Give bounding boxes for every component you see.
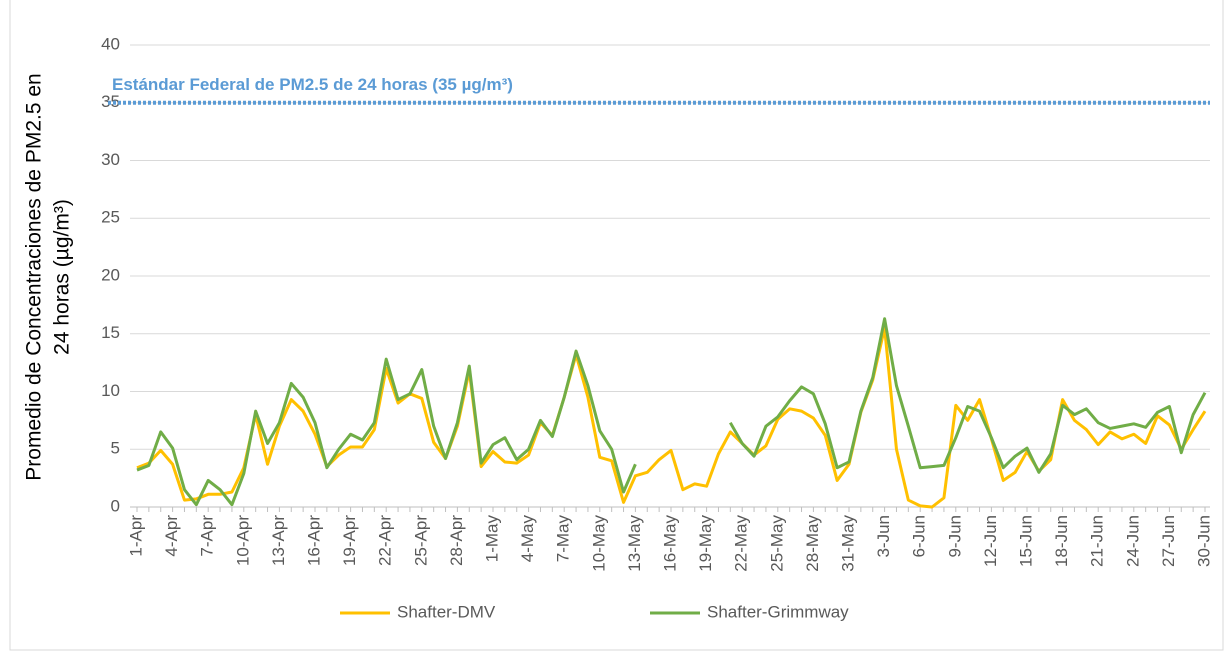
x-tick-label: 19-May — [696, 515, 715, 572]
x-tick-label: 30-Jun — [1194, 515, 1213, 567]
chart-frame — [9, 0, 1224, 651]
y-tick-label: 25 — [101, 208, 120, 227]
x-tick-label: 10-May — [589, 515, 608, 572]
x-tick-label: 15-Jun — [1016, 515, 1035, 567]
x-tick-label: 1-Apr — [126, 515, 145, 557]
x-tick-label: 25-May — [767, 515, 786, 572]
y-tick-label: 15 — [101, 323, 120, 342]
x-tick-label-group: 13-May — [625, 515, 644, 572]
x-tick-label-group: 10-May — [589, 515, 608, 572]
y-tick-label: 40 — [101, 34, 120, 53]
x-tick-label-group: 9-Jun — [945, 515, 964, 558]
x-tick-label-group: 16-May — [660, 515, 679, 572]
x-tick-label-group: 15-Jun — [1016, 515, 1035, 567]
x-tick-label: 13-May — [625, 515, 644, 572]
x-tick-label-group: 19-Apr — [340, 515, 359, 566]
x-tick-label-group: 31-May — [838, 515, 857, 572]
x-tick-label-group: 12-Jun — [981, 515, 1000, 567]
x-tick-label: 19-Apr — [340, 515, 359, 566]
x-tick-label: 24-Jun — [1123, 515, 1142, 567]
y-tick-label: 5 — [111, 439, 120, 458]
x-tick-label: 1-May — [482, 515, 501, 563]
y-axis-title-line: Promedio de Concentraciones de PM2.5 en — [23, 73, 46, 480]
x-tick-label-group: 22-May — [732, 515, 751, 572]
x-tick-label: 27-Jun — [1159, 515, 1178, 567]
x-tick-label: 12-Jun — [981, 515, 1000, 567]
x-tick-label-group: 24-Jun — [1123, 515, 1142, 567]
x-tick-label: 13-Apr — [269, 515, 288, 566]
y-tick-label: 0 — [111, 496, 120, 515]
x-tick-label: 21-Jun — [1088, 515, 1107, 567]
x-tick-label: 3-Jun — [874, 515, 893, 558]
x-tick-label: 25-Apr — [411, 515, 430, 566]
x-tick-label: 18-Jun — [1052, 515, 1071, 567]
x-tick-label-group: 10-Apr — [233, 515, 252, 566]
x-tick-label: 4-Apr — [162, 515, 181, 557]
x-tick-label-group: 28-Apr — [447, 515, 466, 566]
y-tick-label: 20 — [101, 265, 120, 284]
x-tick-label-group: 27-Jun — [1159, 515, 1178, 567]
x-tick-label: 9-Jun — [945, 515, 964, 558]
x-tick-label-group: 4-May — [518, 515, 537, 563]
x-tick-label: 31-May — [838, 515, 857, 572]
x-tick-label-group: 13-Apr — [269, 515, 288, 566]
legend-label: Shafter-DMV — [397, 602, 496, 621]
x-tick-label-group: 1-Apr — [126, 515, 145, 557]
x-tick-label-group: 21-Jun — [1088, 515, 1107, 567]
legend-label: Shafter-Grimmway — [707, 602, 849, 621]
x-tick-label-group: 25-May — [767, 515, 786, 572]
x-tick-label-group: 7-May — [554, 515, 573, 563]
x-tick-label-group: 1-May — [482, 515, 501, 563]
y-axis-title: Promedio de Concentraciones de PM2.5 en … — [23, 73, 74, 480]
x-tick-label: 28-Apr — [447, 515, 466, 566]
series-line — [136, 326, 1207, 509]
x-tick-label-group: 18-Jun — [1052, 515, 1071, 567]
y-tick-label: 10 — [101, 381, 120, 400]
x-tick-label: 7-May — [554, 515, 573, 563]
x-tick-label-group: 19-May — [696, 515, 715, 572]
x-tick-label-group: 7-Apr — [198, 515, 217, 557]
x-tick-label-group: 30-Jun — [1194, 515, 1213, 567]
x-tick-label: 22-May — [732, 515, 751, 572]
x-tick-label: 16-Apr — [304, 515, 323, 566]
x-tick-label-group: 16-Apr — [304, 515, 323, 566]
x-tick-label-group: 6-Jun — [910, 515, 929, 558]
x-tick-label: 28-May — [803, 515, 822, 572]
x-tick-label-group: 25-Apr — [411, 515, 430, 566]
x-tick-label-group: 28-May — [803, 515, 822, 572]
x-tick-label: 22-Apr — [376, 515, 395, 566]
x-tick-label: 16-May — [660, 515, 679, 572]
y-axis-title-line: 24 horas (µg/m³) — [51, 199, 74, 355]
x-tick-label: 6-Jun — [910, 515, 929, 558]
x-tick-label-group: 22-Apr — [376, 515, 395, 566]
reference-label: Estándar Federal de PM2.5 de 24 horas (3… — [112, 75, 513, 94]
y-tick-label: 30 — [101, 150, 120, 169]
x-tick-label: 10-Apr — [233, 515, 252, 566]
x-tick-label-group: 4-Apr — [162, 515, 181, 557]
x-tick-label-group: 3-Jun — [874, 515, 893, 558]
series-line — [136, 317, 1207, 507]
x-tick-label: 7-Apr — [198, 515, 217, 557]
x-tick-label: 4-May — [518, 515, 537, 563]
